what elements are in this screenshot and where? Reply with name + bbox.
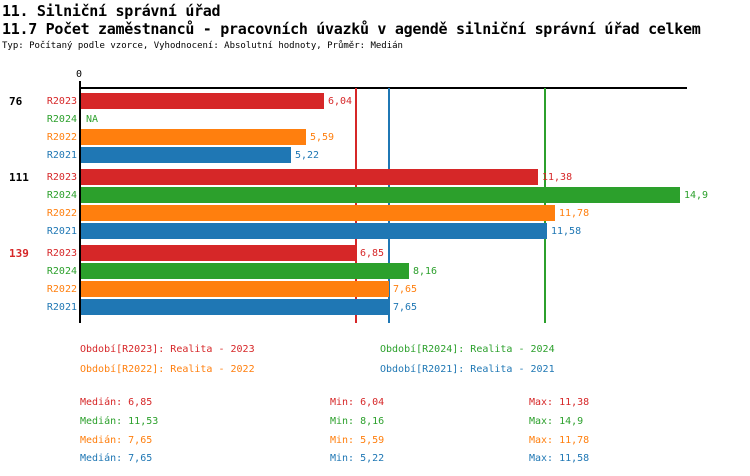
bar-R2023	[81, 93, 324, 109]
series-label-R2022: R2022	[46, 208, 77, 219]
bar-R2021	[81, 147, 291, 163]
page-title: 11. Silniční správní úřad	[2, 2, 221, 20]
bar-R2024	[81, 187, 680, 203]
page-subtitle: 11.7 Počet zaměstnanců - pracovních úvaz…	[2, 20, 701, 38]
bar-value-label: 11,58	[551, 226, 582, 237]
legend-item-1: Období[R2024]: Realita - 2024	[380, 344, 555, 355]
bar-value-label: 5,59	[310, 132, 335, 143]
stat-median: Medián: 6,85	[80, 397, 153, 408]
series-label-R2021: R2021	[46, 150, 77, 161]
bar-R2021	[81, 299, 389, 315]
series-label-R2022: R2022	[46, 132, 77, 143]
series-label-R2024: R2024	[46, 190, 77, 201]
bar-R2023	[81, 245, 356, 261]
bar-value-label: 7,65	[393, 302, 418, 313]
bar-value-label: 14,9	[684, 190, 709, 201]
stat-max: Max: 11,78	[529, 435, 590, 446]
stat-median: Medián: 11,53	[80, 416, 159, 427]
bar-R2024	[81, 263, 409, 279]
series-label-R2023: R2023	[46, 172, 77, 183]
legend-item-2: Období[R2022]: Realita - 2022	[80, 364, 255, 375]
series-label-R2022: R2022	[46, 284, 77, 295]
stat-min: Min: 6,04	[330, 397, 385, 408]
series-label-R2024: R2024	[46, 266, 77, 277]
stat-median: Medián: 7,65	[80, 453, 153, 464]
stat-min: Min: 5,22	[330, 453, 385, 464]
page-meta: Typ: Počítaný podle vzorce, Vyhodnocení:…	[2, 41, 403, 51]
bar-value-label: 11,38	[542, 172, 573, 183]
bar-value-label: 6,85	[360, 248, 385, 259]
bar-value-label: NA	[86, 114, 99, 125]
y-axis-line	[79, 81, 81, 323]
series-label-R2023: R2023	[46, 248, 77, 259]
legend-item-0: Období[R2023]: Realita - 2023	[80, 344, 255, 355]
stat-max: Max: 11,38	[529, 397, 590, 408]
stat-max: Max: 14,9	[529, 416, 584, 427]
plot-top-border	[79, 87, 687, 89]
group-label: 111	[9, 171, 29, 184]
stat-max: Max: 11,58	[529, 453, 590, 464]
bar-R2021	[81, 223, 547, 239]
axis-zero-label: 0	[75, 69, 83, 80]
legend-item-3: Období[R2021]: Realita - 2021	[380, 364, 555, 375]
series-label-R2021: R2021	[46, 226, 77, 237]
bar-value-label: 5,22	[295, 150, 320, 161]
bar-R2022	[81, 281, 389, 297]
stat-median: Medián: 7,65	[80, 435, 153, 446]
bar-value-label: 6,04	[328, 96, 353, 107]
group-label: 139	[9, 247, 29, 260]
stat-min: Min: 8,16	[330, 416, 385, 427]
bar-R2022	[81, 129, 306, 145]
series-label-R2024: R2024	[46, 114, 77, 125]
bar-value-label: 11,78	[559, 208, 590, 219]
bar-value-label: 8,16	[413, 266, 438, 277]
stat-min: Min: 5,59	[330, 435, 385, 446]
bar-R2022	[81, 205, 555, 221]
series-label-R2023: R2023	[46, 96, 77, 107]
group-label: 76	[9, 95, 23, 108]
bar-value-label: 7,65	[393, 284, 418, 295]
bar-R2023	[81, 169, 538, 185]
series-label-R2021: R2021	[46, 302, 77, 313]
